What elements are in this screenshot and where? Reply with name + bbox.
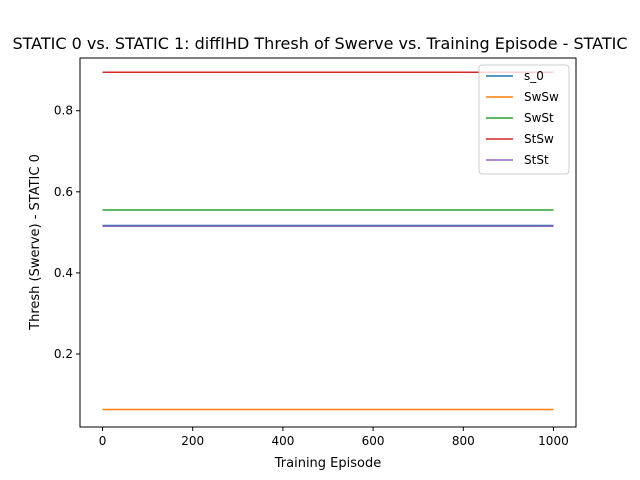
legend-label-stst: StSt bbox=[524, 153, 549, 167]
axes-frame bbox=[79, 57, 577, 428]
legend-label-stsw: StSw bbox=[524, 132, 554, 146]
x-tick-label: 400 bbox=[271, 434, 294, 448]
series-layer bbox=[102, 71, 554, 411]
x-tick-label: 0 bbox=[99, 434, 107, 448]
axes-border bbox=[79, 57, 577, 428]
legend-label-swst: SwSt bbox=[524, 111, 554, 125]
y-axis-ticks: 0.2 0.4 0.6 0.8 bbox=[54, 104, 80, 361]
legend-box bbox=[478, 64, 570, 175]
legend-label-s-0: s_0 bbox=[524, 69, 544, 83]
chart-title: STATIC 0 vs. STATIC 1: diffIHD Thresh of… bbox=[12, 34, 627, 53]
y-tick-label: 0.8 bbox=[54, 104, 73, 118]
y-tick-label: 0.4 bbox=[54, 266, 73, 280]
x-tick-label: 200 bbox=[181, 434, 204, 448]
y-axis-label: Thresh (Swerve) - STATIC 0 bbox=[28, 154, 43, 331]
y-tick-label: 0.6 bbox=[54, 185, 73, 199]
x-tick-label: 1000 bbox=[538, 434, 569, 448]
x-axis-label: Training Episode bbox=[274, 456, 381, 471]
legend: s_0 SwSw SwSt StSw StSt bbox=[478, 64, 570, 175]
y-tick-label: 0.2 bbox=[54, 347, 73, 361]
legend-label-swsw: SwSw bbox=[524, 90, 559, 104]
x-tick-label: 600 bbox=[362, 434, 385, 448]
x-tick-label: 800 bbox=[452, 434, 475, 448]
x-axis-ticks: 0 200 400 600 800 1000 bbox=[99, 427, 569, 448]
